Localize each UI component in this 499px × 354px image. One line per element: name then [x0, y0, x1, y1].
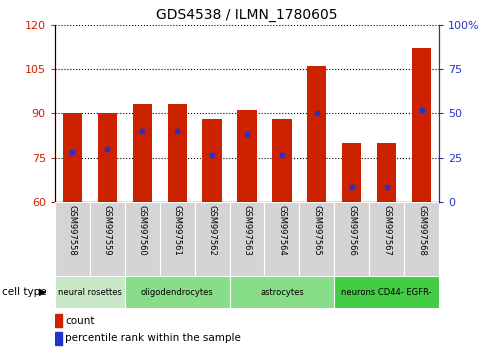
- Text: cell type: cell type: [2, 287, 47, 297]
- Text: GSM997568: GSM997568: [417, 205, 426, 256]
- Text: count: count: [65, 316, 95, 326]
- Bar: [272, 119, 291, 202]
- Bar: [230, 202, 264, 278]
- Text: GSM997563: GSM997563: [243, 205, 251, 256]
- Bar: [195, 202, 230, 278]
- Bar: [55, 332, 62, 345]
- Text: GSM997565: GSM997565: [312, 205, 321, 256]
- Bar: [63, 113, 82, 202]
- Bar: [334, 276, 439, 308]
- Bar: [377, 143, 396, 202]
- Bar: [125, 276, 230, 308]
- Bar: [98, 113, 117, 202]
- Text: ▶: ▶: [39, 287, 47, 297]
- Bar: [168, 104, 187, 202]
- Bar: [203, 119, 222, 202]
- Text: GSM997562: GSM997562: [208, 205, 217, 256]
- Bar: [238, 110, 256, 202]
- Text: GSM997561: GSM997561: [173, 205, 182, 256]
- Text: GSM997566: GSM997566: [347, 205, 356, 256]
- Bar: [55, 202, 90, 278]
- Text: GSM997559: GSM997559: [103, 205, 112, 256]
- Bar: [125, 202, 160, 278]
- Bar: [299, 202, 334, 278]
- Text: GSM997564: GSM997564: [277, 205, 286, 256]
- Title: GDS4538 / ILMN_1780605: GDS4538 / ILMN_1780605: [156, 8, 338, 22]
- Text: percentile rank within the sample: percentile rank within the sample: [65, 333, 242, 343]
- Bar: [160, 202, 195, 278]
- Bar: [412, 48, 431, 202]
- Bar: [334, 202, 369, 278]
- Bar: [307, 66, 326, 202]
- Bar: [369, 202, 404, 278]
- Bar: [133, 104, 152, 202]
- Bar: [230, 276, 334, 308]
- Text: astrocytes: astrocytes: [260, 287, 304, 297]
- Bar: [264, 202, 299, 278]
- Text: oligodendrocytes: oligodendrocytes: [141, 287, 214, 297]
- Bar: [90, 202, 125, 278]
- Text: neural rosettes: neural rosettes: [58, 287, 122, 297]
- Text: neurons CD44- EGFR-: neurons CD44- EGFR-: [341, 287, 432, 297]
- Bar: [55, 276, 125, 308]
- Bar: [55, 314, 62, 327]
- Bar: [404, 202, 439, 278]
- Bar: [342, 143, 361, 202]
- Text: GSM997560: GSM997560: [138, 205, 147, 256]
- Text: GSM997558: GSM997558: [68, 205, 77, 256]
- Text: GSM997567: GSM997567: [382, 205, 391, 256]
